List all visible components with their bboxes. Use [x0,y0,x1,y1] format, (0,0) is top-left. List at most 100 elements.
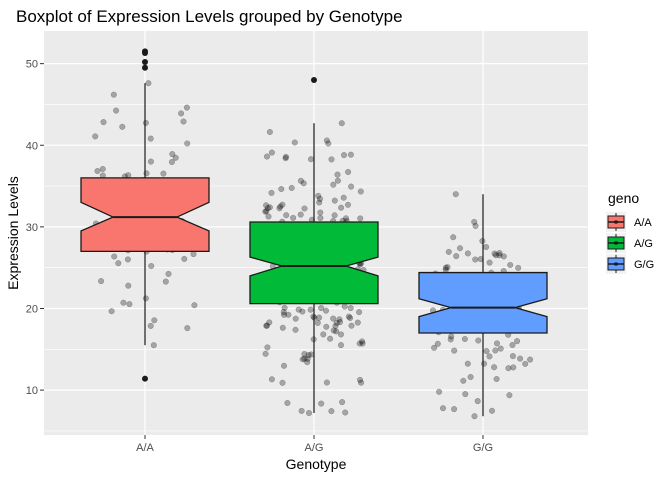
data-point [110,91,117,98]
data-point [448,333,455,340]
data-point [98,278,105,285]
data-point [147,158,154,165]
data-point [337,331,345,338]
data-point [283,212,290,219]
data-point [142,295,149,302]
data-point [342,409,349,416]
data-point [305,409,313,417]
data-point [280,311,288,318]
boxes [80,48,548,417]
data-point [280,362,288,369]
data-point [125,282,132,289]
legend: geno A/A A/G G/G [606,190,654,274]
data-point [527,356,534,363]
data-point [299,356,306,363]
data-point [434,340,441,347]
data-point [497,345,504,352]
data-point [496,249,503,257]
data-point [456,245,464,252]
data-point [436,388,443,395]
legend-label: G/G [634,259,654,271]
data-point [507,261,514,269]
data-point [332,322,339,330]
data-point [111,253,118,260]
data-point [263,322,270,329]
data-point [439,405,447,412]
data-point [301,205,308,212]
data-point [292,326,299,333]
data-point [357,188,364,195]
data-point [336,316,343,323]
data-point [334,177,341,184]
data-point [345,168,352,176]
data-point [344,201,352,208]
data-point [262,208,269,215]
data-point [276,205,283,212]
data-point [119,123,126,130]
data-point [308,351,315,358]
outlier-point [311,76,317,83]
data-point [347,314,354,322]
data-point [124,256,131,263]
data-point [169,151,176,158]
data-point [180,118,187,125]
data-point [330,315,337,322]
data-point [268,189,275,196]
data-point [337,342,345,349]
data-point [339,399,346,406]
data-point [297,177,304,184]
data-point [481,360,488,367]
data-point [264,344,271,351]
data-point [305,352,312,359]
data-point [315,192,322,199]
data-point [320,331,327,338]
data-point [340,194,347,201]
data-point [279,379,286,386]
legend-label: A/G [634,238,653,250]
data-point [509,353,516,360]
data-point [92,133,99,140]
data-point [505,365,512,372]
data-point [517,355,524,362]
data-point [442,264,449,271]
data-point [444,264,451,271]
x-tick-label: A/A [136,442,154,454]
data-point [328,408,335,415]
data-point [316,314,323,321]
data-point [460,377,467,384]
data-point [486,259,493,266]
data-point [318,400,325,407]
data-point [348,183,355,190]
data-point [330,181,337,188]
data-point [471,413,478,420]
data-point [515,264,522,271]
data-point [304,355,311,362]
data-point [263,208,270,215]
data-point [298,407,305,414]
data-point [491,364,498,371]
y-tick-label: 10 [26,385,38,397]
data-point [318,304,325,312]
data-point [317,214,324,222]
data-point [472,222,479,229]
data-point [277,203,284,210]
data-point [451,406,458,413]
data-point [99,165,106,173]
box-AA [80,177,210,253]
data-point [510,364,517,371]
outlier-point [142,59,148,66]
data-point [358,379,365,386]
data-point [304,359,311,366]
data-point [506,392,513,399]
data-point [266,128,273,136]
data-point [331,197,338,204]
y-tick-label: 40 [26,140,38,152]
data-point [288,184,295,191]
data-point [297,211,304,218]
data-point [452,191,459,198]
data-point [461,335,468,343]
data-point [500,253,507,260]
data-point [316,199,323,206]
data-point [292,315,299,322]
